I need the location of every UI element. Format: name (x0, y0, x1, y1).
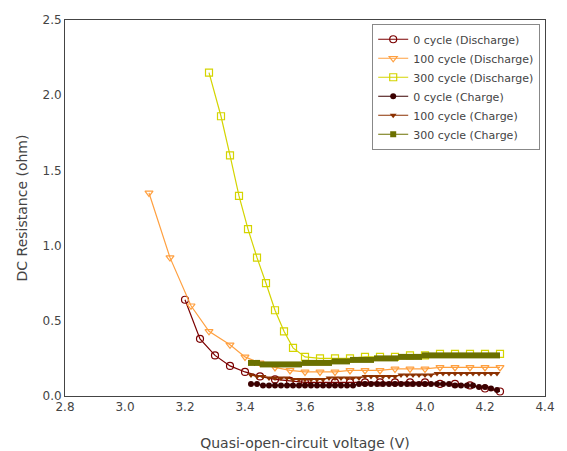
svg-text:0 cycle (Charge): 0 cycle (Charge) (413, 91, 503, 104)
svg-text:2.5: 2.5 (43, 13, 62, 27)
svg-text:4.2: 4.2 (475, 400, 494, 414)
svg-text:3.2: 3.2 (175, 400, 194, 414)
svg-text:3.6: 3.6 (295, 400, 314, 414)
svg-text:1.0: 1.0 (43, 239, 62, 253)
svg-text:100 cycle (Charge): 100 cycle (Charge) (413, 110, 517, 123)
svg-text:0.5: 0.5 (43, 314, 62, 328)
svg-text:300 cycle (Charge): 300 cycle (Charge) (413, 129, 517, 142)
svg-text:3.8: 3.8 (355, 400, 374, 414)
svg-text:2.0: 2.0 (43, 88, 62, 102)
svg-text:Quasi-open-circuit voltage (V): Quasi-open-circuit voltage (V) (200, 435, 410, 451)
svg-text:3.4: 3.4 (235, 400, 254, 414)
svg-text:3.0: 3.0 (115, 400, 134, 414)
svg-text:100 cycle (Discharge): 100 cycle (Discharge) (413, 53, 533, 66)
svg-text:2.8: 2.8 (55, 400, 74, 414)
svg-text:300 cycle (Discharge): 300 cycle (Discharge) (413, 72, 533, 85)
svg-text:4.0: 4.0 (415, 400, 434, 414)
svg-text:0.0: 0.0 (43, 389, 62, 403)
svg-text:1.5: 1.5 (43, 164, 62, 178)
svg-text:DC Resistance (ohm): DC Resistance (ohm) (14, 135, 30, 282)
svg-text:0 cycle (Discharge): 0 cycle (Discharge) (413, 34, 519, 47)
svg-text:4.4: 4.4 (535, 400, 554, 414)
